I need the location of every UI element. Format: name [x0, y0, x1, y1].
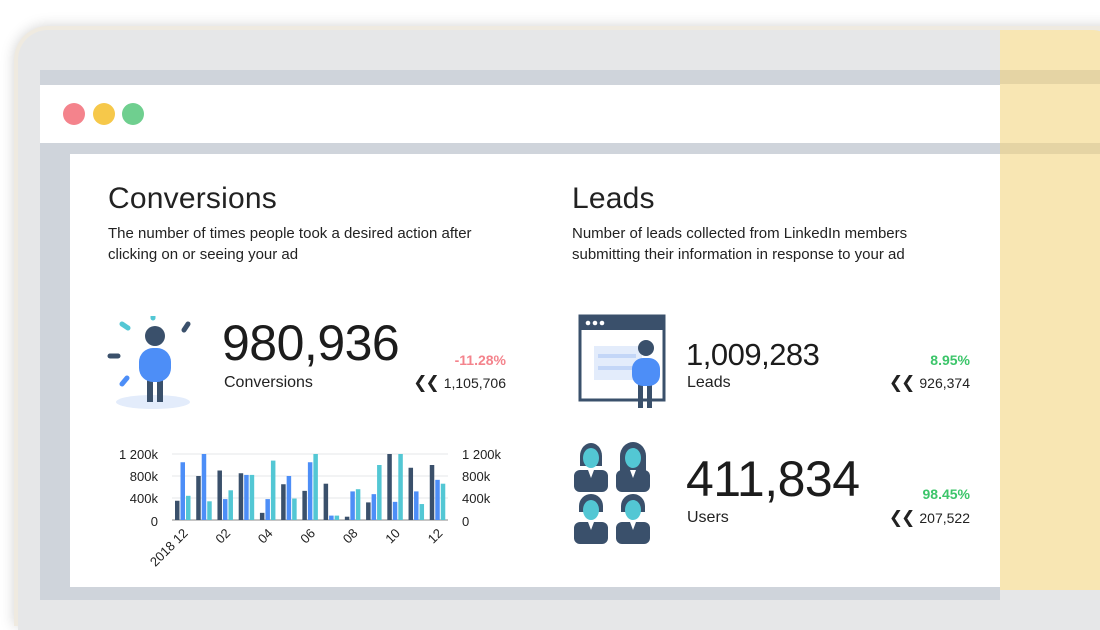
double-chevron-left-icon: ❮❮: [413, 373, 439, 392]
bar-series-c-06: [313, 454, 318, 520]
leads-change: 8.95%: [930, 352, 970, 368]
bar-series-c-10: [398, 454, 403, 520]
bar-series-a-2018-12: [175, 500, 180, 520]
leads-title: Leads: [572, 182, 655, 215]
bar-series-c-02: [228, 490, 233, 520]
bar-series-b-2018-12: [180, 462, 185, 520]
double-chevron-left-icon: ❮❮: [888, 373, 915, 392]
double-chevron-left-icon: ❮❮: [888, 508, 915, 527]
bar-series-a-03: [238, 473, 244, 520]
title-bar: [40, 85, 1000, 143]
bar-series-a-09: [366, 502, 371, 520]
y-tick-left: 0: [150, 514, 158, 529]
y-tick-right: 800k: [462, 469, 491, 484]
bar-series-a-04: [259, 512, 265, 520]
bar-series-a-07: [323, 483, 329, 520]
bar-series-b-04: [265, 499, 270, 520]
maximize-window-button[interactable]: [122, 103, 144, 125]
dashboard-page: Conversions The number of times people t…: [70, 154, 1000, 587]
bar-series-b-02: [222, 499, 228, 520]
title-bar-edge: [1000, 70, 1100, 154]
x-tick-label: 08: [340, 526, 361, 547]
x-tick-label: 12: [425, 526, 446, 547]
bar-series-b-05: [286, 476, 292, 520]
bar-series-b-06: [307, 462, 313, 520]
bar-series-a-05: [281, 484, 286, 520]
conversions-previous: ❮❮ 1,105,706: [413, 373, 506, 392]
x-tick-label: 06: [297, 526, 318, 547]
users-value: 411,834: [686, 451, 860, 507]
bar-series-b-10: [392, 501, 398, 520]
bar-series-b-08: [350, 491, 355, 520]
bar-series-c-12: [440, 483, 446, 520]
x-tick-label: 10: [382, 526, 403, 547]
leads-label: Leads: [687, 374, 731, 391]
bar-series-a-12: [429, 465, 435, 520]
conversions-description: The number of times people took a desire…: [108, 225, 472, 263]
users-label: Users: [687, 509, 729, 526]
conversions-change: -11.28%: [454, 352, 506, 368]
bar-series-a-10: [387, 454, 392, 520]
bar-series-c-09: [377, 465, 382, 520]
bar-series-b-01: [201, 454, 207, 520]
bar-series-b-09: [371, 494, 377, 520]
bar-series-b-07: [329, 515, 334, 520]
y-tick-right: 0: [462, 514, 470, 529]
leads-description: Number of leads collected from LinkedIn …: [572, 225, 908, 263]
bar-series-c-08: [355, 489, 361, 520]
y-tick-left: 1 200k: [118, 447, 158, 462]
bar-series-c-07: [334, 515, 340, 520]
y-tick-left: 400k: [129, 491, 158, 506]
leads-value: 1,009,283: [686, 337, 820, 372]
person-icon: [107, 316, 191, 409]
bar-series-c-05: [292, 498, 297, 520]
bar-series-c-11: [419, 504, 425, 520]
bar-series-c-01: [207, 501, 212, 520]
leads-previous: ❮❮ 926,374: [888, 373, 970, 392]
conversions-title: Conversions: [108, 182, 277, 215]
y-tick-right: 1 200k: [462, 447, 502, 462]
conversions-value: 980,936: [222, 315, 400, 371]
bar-series-c-03: [249, 474, 255, 520]
x-tick-label: 02: [212, 526, 233, 547]
users-change: 98.45%: [922, 486, 970, 502]
bar-series-a-01: [196, 476, 201, 520]
y-tick-left: 800k: [129, 469, 158, 484]
bar-series-a-02: [217, 470, 222, 520]
lead-form-icon: [578, 314, 666, 408]
users-previous: ❮❮ 207,522: [888, 508, 970, 527]
conversions-bar-chart: 2018 12 02 04 06 08 10 12: [147, 453, 448, 570]
minimize-window-button[interactable]: [93, 103, 115, 125]
y-tick-right: 400k: [462, 491, 491, 506]
conversions-label: Conversions: [224, 374, 313, 391]
bar-series-c-04: [270, 460, 276, 520]
close-window-button[interactable]: [63, 103, 85, 125]
bar-series-b-11: [414, 491, 419, 520]
bar-series-a-11: [408, 467, 414, 520]
x-tick-label: 04: [255, 526, 276, 547]
bar-series-c-2018-12: [186, 495, 191, 520]
bar-series-a-06: [302, 490, 307, 520]
bar-series-a-08: [344, 516, 350, 520]
bar-series-b-12: [435, 479, 440, 520]
bar-series-b-03: [244, 474, 249, 520]
x-tick-label: 2018 12: [147, 526, 191, 570]
users-group-icon: [574, 442, 650, 544]
